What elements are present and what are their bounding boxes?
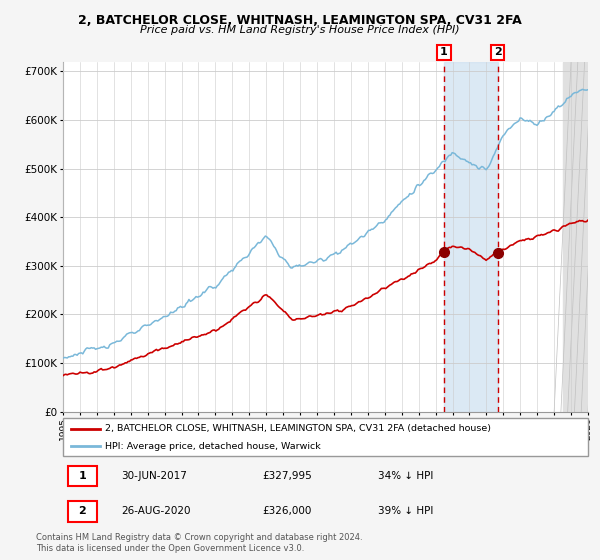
Text: Contains HM Land Registry data © Crown copyright and database right 2024.
This d: Contains HM Land Registry data © Crown c… — [36, 533, 362, 553]
Bar — [444, 62, 498, 412]
FancyBboxPatch shape — [63, 418, 588, 456]
Text: Price paid vs. HM Land Registry's House Price Index (HPI): Price paid vs. HM Land Registry's House … — [140, 25, 460, 35]
Text: 1: 1 — [440, 48, 448, 58]
Text: 2, BATCHELOR CLOSE, WHITNASH, LEAMINGTON SPA, CV31 2FA: 2, BATCHELOR CLOSE, WHITNASH, LEAMINGTON… — [78, 14, 522, 27]
Text: 39% ↓ HPI: 39% ↓ HPI — [378, 506, 433, 516]
Bar — [563, 62, 588, 412]
Text: 2: 2 — [494, 48, 502, 58]
FancyBboxPatch shape — [68, 501, 97, 522]
Text: 1: 1 — [79, 471, 86, 481]
Text: 30-JUN-2017: 30-JUN-2017 — [121, 471, 187, 481]
Text: £326,000: £326,000 — [263, 506, 312, 516]
Text: 2, BATCHELOR CLOSE, WHITNASH, LEAMINGTON SPA, CV31 2FA (detached house): 2, BATCHELOR CLOSE, WHITNASH, LEAMINGTON… — [105, 424, 491, 433]
Text: 2: 2 — [79, 506, 86, 516]
FancyBboxPatch shape — [68, 466, 97, 486]
Text: 26-AUG-2020: 26-AUG-2020 — [121, 506, 190, 516]
Text: HPI: Average price, detached house, Warwick: HPI: Average price, detached house, Warw… — [105, 442, 321, 451]
Text: 34% ↓ HPI: 34% ↓ HPI — [378, 471, 433, 481]
Text: £327,995: £327,995 — [263, 471, 312, 481]
